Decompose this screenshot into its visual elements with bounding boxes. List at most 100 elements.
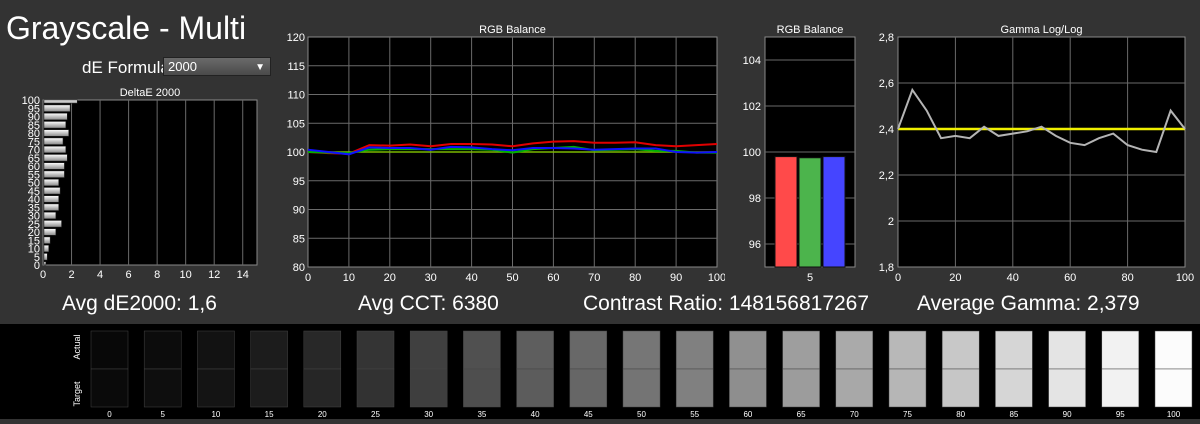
y-tick-label: 70 <box>28 145 40 157</box>
y-tick-label: 104 <box>743 55 761 67</box>
y-tick-label: 1,8 <box>879 262 894 274</box>
rgb-balance-bar-chart: RGB Balance 96 98 100 102 104 5 <box>743 24 856 284</box>
y-tick-label: 105 <box>287 118 305 130</box>
y-tick-label: 2,8 <box>879 32 894 44</box>
swatch-label: 50 <box>637 410 646 419</box>
y-tick-label: 90 <box>293 205 305 217</box>
swatch-actual <box>303 330 342 370</box>
series-line <box>307 140 718 155</box>
swatch-actual <box>250 330 288 370</box>
swatch-strip: Actual Target 0 5 10 15 20 25 30 35 40 45 50 55 60 65 70… <box>72 330 1193 419</box>
swatch-target <box>356 368 395 408</box>
de-bar <box>43 236 51 244</box>
x-tick-label: 80 <box>629 272 641 284</box>
x-tick-label: 10 <box>180 269 192 281</box>
swatch-label: 60 <box>743 410 752 419</box>
swatch-actual <box>835 330 874 370</box>
swatch-label: 80 <box>956 410 965 419</box>
y-tick-label: 0 <box>34 260 40 272</box>
de-bar <box>43 104 71 112</box>
avg-cct-stat: Avg CCT: 6380 <box>358 292 499 315</box>
swatch-actual <box>941 330 980 370</box>
page-title: Grayscale - Multi <box>6 10 247 46</box>
de-bar <box>43 170 65 178</box>
swatch-actual <box>409 330 448 370</box>
swatch-target <box>888 368 927 408</box>
swatch-target <box>782 368 820 408</box>
swatch-actual <box>569 330 608 370</box>
contrast-ratio-stat: Contrast Ratio: 148156817267 <box>583 292 870 315</box>
x-tick-label: 5 <box>807 272 813 284</box>
y-tick-label: 80 <box>293 262 305 274</box>
y-tick-label: 100 <box>743 147 761 159</box>
swatch-target <box>995 368 1033 408</box>
y-tick-label: 115 <box>287 61 305 73</box>
swatch-label: 40 <box>531 410 540 419</box>
swatch-actual <box>888 330 927 370</box>
swatch-label: 20 <box>318 410 327 419</box>
y-tick-label: 2,4 <box>879 124 894 136</box>
swatch-label: 0 <box>107 410 112 419</box>
target-label: Target <box>72 381 82 407</box>
x-tick-label: 40 <box>1007 272 1019 284</box>
de-bar <box>43 220 62 228</box>
swatch-target <box>143 368 182 408</box>
avg-de-stat: Avg dE2000: 1,6 <box>62 292 217 315</box>
gamma-chart: Gamma Log/Log 0 20 40 60 80 100 1,8 2 2,2 2,4 2,6 2,… <box>879 24 1194 284</box>
de-bar <box>43 195 59 203</box>
de-bar <box>43 187 61 195</box>
swatch-target <box>463 368 501 408</box>
y-tick-label: 75 <box>28 136 40 148</box>
rgb-bar <box>774 156 798 268</box>
swatch-actual <box>729 330 767 370</box>
y-tick-label: 110 <box>287 90 305 102</box>
y-tick-label: 100 <box>287 147 305 159</box>
x-tick-label: 40 <box>465 272 477 284</box>
y-tick-label: 35 <box>28 202 40 214</box>
x-tick-label: 6 <box>126 269 132 281</box>
swatch-actual <box>1154 330 1193 370</box>
x-tick-label: 30 <box>425 272 437 284</box>
y-tick-label: 10 <box>28 244 40 256</box>
swatch-target <box>675 368 714 408</box>
x-tick-label: 2 <box>68 269 74 281</box>
swatch-label: 75 <box>903 410 912 419</box>
de-bar <box>43 112 68 121</box>
swatch-actual <box>1101 330 1140 370</box>
series-line <box>307 145 718 156</box>
plot-area <box>897 36 1186 268</box>
y-tick-label: 90 <box>28 112 40 124</box>
swatch-target <box>622 368 661 408</box>
y-tick-label: 20 <box>28 227 40 239</box>
de-formula-select[interactable]: 2000 ▼ <box>163 57 271 76</box>
plot-area <box>42 99 258 266</box>
swatch-label: 25 <box>371 410 380 419</box>
swatch-label: 30 <box>424 410 433 419</box>
y-tick-label: 102 <box>743 101 761 113</box>
x-tick-label: 90 <box>670 272 682 284</box>
chart-title: DeltaE 2000 <box>120 87 181 99</box>
y-tick-label: 2,6 <box>879 78 894 90</box>
de-bar <box>43 154 68 162</box>
x-tick-label: 4 <box>97 269 103 281</box>
de-bar <box>43 99 78 104</box>
de-bar <box>43 261 47 266</box>
de-bar <box>43 137 64 145</box>
de-bar <box>43 129 69 137</box>
chart-title: Gamma Log/Log <box>1001 24 1083 36</box>
y-tick-label: 45 <box>28 186 40 198</box>
swatch-actual <box>516 330 554 370</box>
swatch-target <box>409 368 448 408</box>
rgb-balance-line-chart: RGB Balance 0 10 20 30 40 50 60 70 80 90 100 80 85 90 9… <box>287 24 725 284</box>
y-tick-label: 60 <box>28 161 40 173</box>
y-tick-label: 15 <box>28 235 40 247</box>
swatch-label: 90 <box>1063 410 1072 419</box>
y-tick-label: 30 <box>28 211 40 223</box>
y-tick-label: 98 <box>749 193 761 205</box>
swatch-label: 85 <box>1009 410 1018 419</box>
grayscale-swatch-panel: Actual Target 0 5 10 15 20 25 30 35 40 45 50 55 60 65 70… <box>0 324 1200 419</box>
de-bar <box>43 211 57 220</box>
swatch-actual <box>197 330 235 370</box>
swatch-actual <box>995 330 1033 370</box>
